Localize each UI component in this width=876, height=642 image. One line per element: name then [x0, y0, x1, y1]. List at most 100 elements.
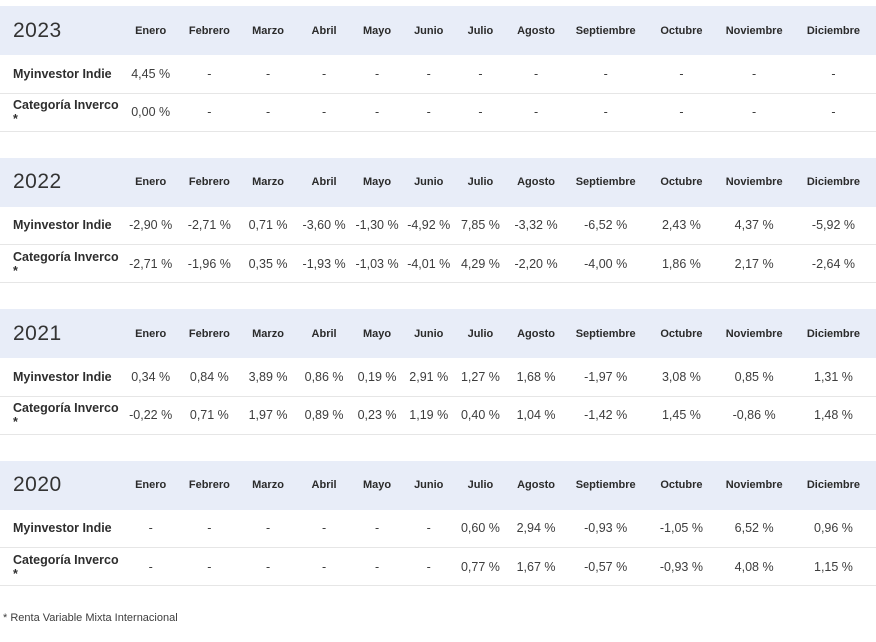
table-header: 2022 Enero Febrero Marzo Abril Mayo Junio Julio… [0, 157, 876, 207]
value-cell: -0,57 % [584, 559, 628, 574]
month-header: Diciembre [806, 24, 861, 37]
table-row: Myinvestor Indie - - - - - - 0,60 % 2,94 % -0,93 … [0, 509, 876, 548]
table-row: Myinvestor Indie 0,34 % 0,84 % 3,89 % 0,86 %… [0, 358, 876, 396]
value-cell: -0,93 % [659, 559, 703, 574]
table-row: Categoría Inverco * -2,71 % -1,96 % 0,35 % -… [0, 244, 876, 283]
value-cell: - [374, 66, 380, 81]
value-cell: - [426, 521, 431, 536]
value-cell: 0,35 % [248, 256, 288, 271]
month-header: Octubre [660, 327, 703, 340]
value-cell: 0,86 % [304, 369, 344, 384]
table-body: Myinvestor Indie 4,45 % - - - - - - - - - - - Categor… [0, 55, 876, 131]
month-header: Agosto [517, 327, 555, 340]
value-cell: 2,94 % [516, 521, 556, 536]
value-cell: 0,34 % [131, 369, 171, 384]
month-header: Junio [414, 327, 444, 340]
value-cell: 0,77 % [460, 559, 500, 574]
monthly-returns-table: 2022 Enero Febrero Marzo Abril Mayo Junio Julio… [0, 157, 876, 284]
value-cell: 1,97 % [248, 408, 288, 422]
value-cell: - [426, 66, 431, 81]
month-header: Agosto [517, 24, 555, 37]
value-cell: 0,89 % [304, 408, 344, 422]
table-header: 2023 Enero Febrero Marzo Abril Mayo Junio Julio… [0, 6, 876, 55]
value-cell: 1,19 % [409, 408, 449, 422]
table-body: Myinvestor Indie -2,90 % -2,71 % 0,71 % -3,6… [0, 206, 876, 283]
monthly-returns-table: 2023 Enero Febrero Marzo Abril Mayo Junio Julio… [0, 6, 876, 132]
value-cell: -1,97 % [584, 369, 628, 384]
value-cell: - [752, 105, 757, 119]
month-header: Enero [135, 176, 167, 188]
value-cell: 4,08 % [734, 559, 774, 574]
footnote-renta-variable: * Renta Variable Mixta Internacional [3, 612, 178, 624]
value-cell: 2,91 % [409, 369, 449, 384]
month-header: Junio [414, 176, 444, 188]
value-cell: - [603, 105, 608, 119]
month-header: Agosto [517, 176, 555, 188]
month-header: Julio [467, 176, 494, 188]
month-header: Mayo [363, 24, 392, 37]
row-label: Myinvestor Indie [13, 66, 112, 81]
row-label: Categoría Inverco * [13, 401, 119, 429]
header-row: 2022 Enero Febrero Marzo Abril Mayo Junio Julio… [0, 157, 876, 207]
month-header: Noviembre [725, 327, 783, 340]
value-cell: - [478, 66, 483, 81]
month-header: Abril [311, 176, 337, 188]
month-header: Abril [311, 327, 337, 340]
value-cell: - [322, 66, 327, 81]
value-cell: 4,29 % [460, 256, 500, 271]
returns-table-2023: 2023 Enero Febrero Marzo Abril Mayo Junio Julio… [0, 6, 876, 132]
value-cell: - [207, 559, 212, 574]
value-cell: 1,86 % [661, 256, 701, 271]
value-cell: -2,71 % [129, 256, 173, 271]
value-cell: - [148, 521, 153, 536]
value-cell: - [603, 66, 608, 81]
value-cell: 1,45 % [661, 408, 701, 422]
value-cell: 1,15 % [814, 559, 853, 574]
value-cell: -1,03 % [355, 256, 399, 271]
month-header: Febrero [188, 24, 230, 37]
value-cell: - [374, 521, 380, 536]
month-header: Octubre [660, 24, 703, 37]
returns-table-2022: 2022 Enero Febrero Marzo Abril Mayo Junio Julio… [0, 157, 876, 284]
value-cell: - [374, 105, 380, 119]
value-cell: -2,20 % [514, 256, 558, 271]
month-header: Julio [467, 479, 494, 491]
month-header: Octubre [660, 479, 703, 491]
value-cell: 4,45 % [131, 66, 171, 81]
month-header: Mayo [363, 176, 392, 188]
value-cell: - [207, 521, 212, 536]
value-cell: -1,96 % [187, 256, 231, 271]
year-heading: 2023 [13, 18, 62, 42]
value-cell: 0,19 % [357, 369, 397, 384]
month-header: Marzo [252, 176, 284, 188]
row-label: Myinvestor Indie [13, 218, 112, 233]
month-header: Noviembre [725, 176, 783, 188]
value-cell: 0,71 % [248, 218, 288, 233]
month-header: Mayo [363, 479, 392, 491]
table-header: 2021 Enero Febrero Marzo Abril Mayo Junio Julio… [0, 309, 876, 358]
value-cell: - [533, 66, 539, 81]
table-row: Myinvestor Indie -2,90 % -2,71 % 0,71 % -3,6… [0, 206, 876, 245]
month-header: Febrero [188, 176, 230, 188]
year-heading: 2020 [13, 473, 62, 496]
value-cell: 0,40 % [460, 408, 500, 422]
value-cell: - [533, 105, 539, 119]
value-cell: 3,08 % [661, 369, 701, 384]
header-row: 2023 Enero Febrero Marzo Abril Mayo Junio Julio… [0, 6, 876, 55]
month-header: Noviembre [725, 479, 783, 491]
value-cell: 4,37 % [734, 218, 774, 233]
value-cell: 1,68 % [516, 369, 556, 384]
value-cell: 0,23 % [357, 408, 397, 422]
month-header: Diciembre [806, 479, 861, 491]
value-cell: - [265, 521, 271, 536]
value-cell: - [478, 105, 483, 119]
month-header: Mayo [363, 327, 392, 340]
month-header: Septiembre [575, 327, 636, 340]
value-cell: 1,31 % [814, 369, 853, 384]
value-cell: -3,60 % [302, 218, 346, 233]
month-header: Enero [135, 24, 167, 37]
value-cell: -4,00 % [584, 256, 628, 271]
monthly-returns-table: 2021 Enero Febrero Marzo Abril Mayo Junio Julio… [0, 309, 876, 435]
value-cell: 0,96 % [814, 521, 853, 536]
value-cell: 2,43 % [661, 218, 701, 233]
